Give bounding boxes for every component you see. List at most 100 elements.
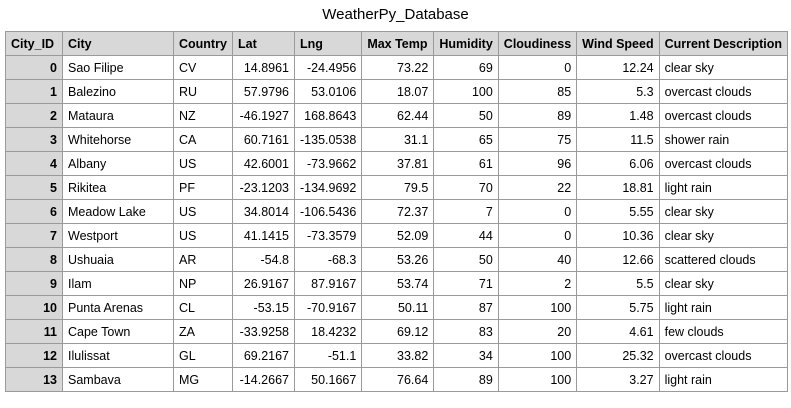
table-row: 13 Sambava MG -14.2667 50.1667 76.64 89 100 3.27… <box>5 367 788 392</box>
cell-humidity: 65 <box>433 127 499 152</box>
cell-wind-speed: 3.27 <box>576 367 660 392</box>
cell-country: CA <box>173 127 233 152</box>
cell-lat: 42.6001 <box>232 151 295 176</box>
table-row: 2 Mataura NZ -46.1927 168.8643 62.44 50 89 1.48 o… <box>5 103 788 128</box>
table-row: 6 Meadow Lake US 34.8014 -106.5436 72.37 7 0 5.5… <box>5 199 788 224</box>
cell-city-id: 9 <box>5 271 63 296</box>
cell-lat: -33.9258 <box>232 319 295 344</box>
cell-max-temp: 73.22 <box>361 55 435 80</box>
cell-max-temp: 53.74 <box>361 271 435 296</box>
cell-city: Mataura <box>62 103 174 128</box>
cell-lat: 69.2167 <box>232 343 295 368</box>
cell-current-description: light rain <box>658 295 788 320</box>
cell-humidity: 71 <box>433 271 499 296</box>
table-row: 3 Whitehorse CA 60.7161 -135.0538 31.1 65 75 11.… <box>5 127 788 152</box>
table-row: 10 Punta Arenas CL -53.15 -70.9167 50.11 87 100… <box>5 295 788 320</box>
cell-country: AR <box>173 247 233 272</box>
cell-max-temp: 76.64 <box>361 367 435 392</box>
column-header-country: Country <box>173 31 233 56</box>
cell-humidity: 7 <box>433 199 499 224</box>
cell-lng: -68.3 <box>293 247 363 272</box>
cell-city-id: 8 <box>5 247 63 272</box>
table-row: 4 Albany US 42.6001 -73.9662 37.81 61 96 6.06 ove… <box>5 151 788 176</box>
cell-country: NP <box>173 271 233 296</box>
table-row: 7 Westport US 41.1415 -73.3579 52.09 44 0 10.36 c… <box>5 223 788 248</box>
cell-city-id: 13 <box>5 367 63 392</box>
cell-lat: 60.7161 <box>232 127 295 152</box>
cell-city-id: 10 <box>5 295 63 320</box>
cell-lng: 87.9167 <box>293 271 363 296</box>
cell-wind-speed: 11.5 <box>576 127 660 152</box>
cell-cloudiness: 0 <box>497 223 578 248</box>
cell-current-description: clear sky <box>658 223 788 248</box>
cell-current-description: overcast clouds <box>658 343 788 368</box>
cell-max-temp: 62.44 <box>361 103 435 128</box>
column-header-humidity: Humidity <box>433 31 499 56</box>
cell-lng: -106.5436 <box>293 199 363 224</box>
cell-lat: -46.1927 <box>232 103 295 128</box>
cell-humidity: 87 <box>433 295 499 320</box>
cell-max-temp: 72.37 <box>361 199 435 224</box>
cell-wind-speed: 5.5 <box>576 271 660 296</box>
cell-wind-speed: 1.48 <box>576 103 660 128</box>
cell-country: GL <box>173 343 233 368</box>
cell-wind-speed: 5.3 <box>576 79 660 104</box>
cell-city-id: 11 <box>5 319 63 344</box>
table-row: 11 Cape Town ZA -33.9258 18.4232 69.12 83 20 4.6… <box>5 319 788 344</box>
cell-lng: -135.0538 <box>293 127 363 152</box>
cell-cloudiness: 0 <box>497 55 578 80</box>
cell-lat: -54.8 <box>232 247 295 272</box>
cell-lng: -73.9662 <box>293 151 363 176</box>
cell-wind-speed: 5.75 <box>576 295 660 320</box>
cell-city: Whitehorse <box>62 127 174 152</box>
cell-lng: 50.1667 <box>293 367 363 392</box>
cell-cloudiness: 89 <box>497 103 578 128</box>
cell-country: US <box>173 223 233 248</box>
table-header: City_ID City Country Lat Lng Max Temp Hu… <box>5 31 788 56</box>
cell-lng: -70.9167 <box>293 295 363 320</box>
cell-city: Ilulissat <box>62 343 174 368</box>
cell-lat: 34.8014 <box>232 199 295 224</box>
cell-country: NZ <box>173 103 233 128</box>
cell-wind-speed: 5.55 <box>576 199 660 224</box>
cell-country: CV <box>173 55 233 80</box>
column-header-wind-speed: Wind Speed <box>576 31 660 56</box>
cell-lng: 53.0106 <box>293 79 363 104</box>
cell-cloudiness: 100 <box>497 343 578 368</box>
cell-lat: -23.1203 <box>232 175 295 200</box>
cell-city: Rikitea <box>62 175 174 200</box>
column-header-current-description: Current Description <box>658 31 788 56</box>
cell-wind-speed: 18.81 <box>576 175 660 200</box>
cell-max-temp: 18.07 <box>361 79 435 104</box>
cell-humidity: 44 <box>433 223 499 248</box>
cell-city-id: 4 <box>5 151 63 176</box>
cell-cloudiness: 2 <box>497 271 578 296</box>
cell-humidity: 50 <box>433 103 499 128</box>
cell-city: Ushuaia <box>62 247 174 272</box>
cell-city-id: 2 <box>5 103 63 128</box>
cell-humidity: 69 <box>433 55 499 80</box>
cell-humidity: 50 <box>433 247 499 272</box>
cell-cloudiness: 0 <box>497 199 578 224</box>
column-header-city-id: City_ID <box>5 31 63 56</box>
cell-lat: -53.15 <box>232 295 295 320</box>
column-header-city: City <box>62 31 174 56</box>
cell-city-id: 1 <box>5 79 63 104</box>
cell-cloudiness: 20 <box>497 319 578 344</box>
cell-city: Cape Town <box>62 319 174 344</box>
cell-cloudiness: 85 <box>497 79 578 104</box>
weather-table: City_ID City Country Lat Lng Max Temp Hu… <box>5 31 788 392</box>
cell-lng: 18.4232 <box>293 319 363 344</box>
cell-max-temp: 50.11 <box>361 295 435 320</box>
cell-current-description: scattered clouds <box>658 247 788 272</box>
cell-lat: 41.1415 <box>232 223 295 248</box>
column-header-lng: Lng <box>293 31 363 56</box>
cell-lng: -24.4956 <box>293 55 363 80</box>
cell-wind-speed: 12.66 <box>576 247 660 272</box>
cell-lat: 14.8961 <box>232 55 295 80</box>
cell-max-temp: 33.82 <box>361 343 435 368</box>
cell-humidity: 83 <box>433 319 499 344</box>
cell-current-description: overcast clouds <box>658 103 788 128</box>
cell-humidity: 100 <box>433 79 499 104</box>
cell-lng: -51.1 <box>293 343 363 368</box>
